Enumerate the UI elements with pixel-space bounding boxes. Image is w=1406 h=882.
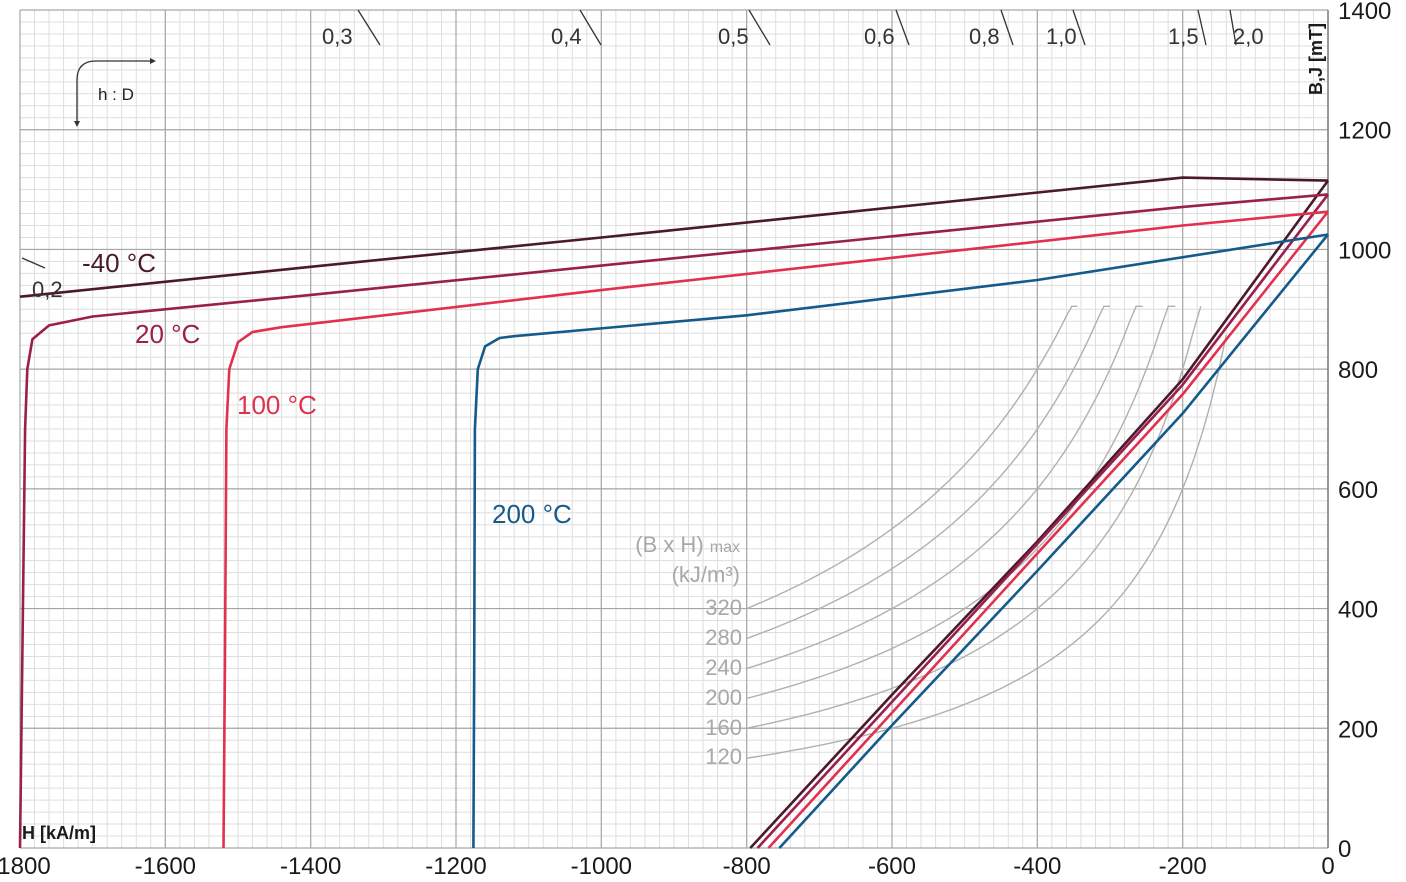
y-tick-label: 1200 xyxy=(1338,118,1391,145)
minor-grid xyxy=(19,9,1329,849)
y-tick-label: 600 xyxy=(1338,477,1378,504)
series-label: 20 °C xyxy=(135,319,200,349)
y-tick-label: 1400 xyxy=(1338,0,1391,25)
x-axis-title: H [kA/m] xyxy=(22,823,96,843)
bh-max-curve xyxy=(746,305,1078,610)
y-tick-label: 400 xyxy=(1338,597,1378,624)
ratio-label: 0,3 xyxy=(322,24,353,49)
ratio-label: 1,0 xyxy=(1046,24,1077,49)
bh-max-value-label: 200 xyxy=(705,685,742,710)
x-tick-label: -800 xyxy=(723,853,771,880)
arrow-right-icon xyxy=(150,58,156,64)
arrow-down-icon xyxy=(74,121,80,127)
bh-max-value-label: 280 xyxy=(705,625,742,650)
ratio-tick xyxy=(1229,9,1237,46)
bh-max-labels: (B x H) max (kJ/m³) 320 280 240 200 160 120 xyxy=(635,532,742,769)
bh-max-unit: (kJ/m³) xyxy=(672,562,740,587)
b-curve-line xyxy=(767,210,1330,849)
bh-max-curve xyxy=(746,305,1143,670)
x-tick-label: -1800 xyxy=(0,853,51,880)
y-tick-label: 200 xyxy=(1338,716,1378,743)
y-axis-title: B,J [mT] xyxy=(1306,23,1326,95)
bh-max-curves xyxy=(746,305,1227,759)
y-tick-label: 0 xyxy=(1338,836,1351,863)
x-tick-label: -1000 xyxy=(571,853,632,880)
series-label: -40 °C xyxy=(82,248,156,278)
y-tick-label: 800 xyxy=(1338,357,1378,384)
load-line-ratio-marks: 0,2 0,3 0,4 0,5 0,6 0,8 1,0 1,5 2,0 xyxy=(21,9,1264,302)
ratio-tick xyxy=(357,9,381,46)
series-lines xyxy=(18,176,1330,849)
ratio-tick xyxy=(1000,9,1014,46)
x-tick-label: -400 xyxy=(1013,853,1061,880)
bh-max-value-label: 120 xyxy=(705,744,742,769)
series-label: 100 °C xyxy=(237,390,317,420)
ratio-label: 0,5 xyxy=(718,24,749,49)
y-tick-label: 1000 xyxy=(1338,237,1391,264)
ratio-label: 0,6 xyxy=(864,24,895,49)
j-curve-line xyxy=(472,233,1329,849)
j-curve-line xyxy=(19,176,1329,298)
hd-label: h : D xyxy=(98,85,134,104)
bh-max-curve xyxy=(746,305,1110,640)
bh-max-value-label: 320 xyxy=(705,595,742,620)
ratio-tick xyxy=(21,257,46,269)
ratio-label: 0,4 xyxy=(551,24,582,49)
x-tick-label: -200 xyxy=(1159,853,1207,880)
ratio-tick xyxy=(579,9,602,46)
ratio-tick xyxy=(1197,9,1207,46)
y-axis-ticks: 0 200 400 600 800 1000 1200 1400 xyxy=(1338,0,1391,863)
series-labels: -40 °C 20 °C 100 °C 200 °C xyxy=(82,248,572,529)
j-curve-line xyxy=(18,193,1329,849)
bh-max-curve xyxy=(746,306,1202,729)
ratio-tick xyxy=(895,9,910,46)
x-tick-label: -1200 xyxy=(425,853,486,880)
ratio-label: 0,8 xyxy=(969,24,1000,49)
ratio-tick xyxy=(1072,9,1086,46)
x-tick-label: 0 xyxy=(1321,853,1334,880)
x-tick-label: -1400 xyxy=(280,853,341,880)
ratio-label: 0,2 xyxy=(32,277,63,302)
ratio-tick xyxy=(748,9,771,46)
ratio-label: 2,0 xyxy=(1233,24,1264,49)
hd-inset: h : D xyxy=(74,58,156,127)
bh-max-value-label: 240 xyxy=(705,655,742,680)
b-curve-line xyxy=(778,233,1330,849)
b-curve-line xyxy=(749,179,1330,849)
b-curve-line xyxy=(756,193,1330,849)
j-curve-line xyxy=(222,210,1329,849)
bh-max-title: (B x H) max xyxy=(635,532,740,557)
bh-max-curve xyxy=(746,305,1176,700)
ratio-label: 1,5 xyxy=(1168,24,1199,49)
x-tick-label: -600 xyxy=(868,853,916,880)
bh-max-curve xyxy=(746,334,1227,759)
x-axis-ticks: -1800 -1600 -1400 -1200 -1000 -800 -600 -400 -20… xyxy=(0,853,1335,880)
series-label: 200 °C xyxy=(492,499,572,529)
x-tick-label: -1600 xyxy=(135,853,196,880)
hd-arrow-icon xyxy=(76,60,150,124)
bh-max-value-label: 160 xyxy=(705,715,742,740)
